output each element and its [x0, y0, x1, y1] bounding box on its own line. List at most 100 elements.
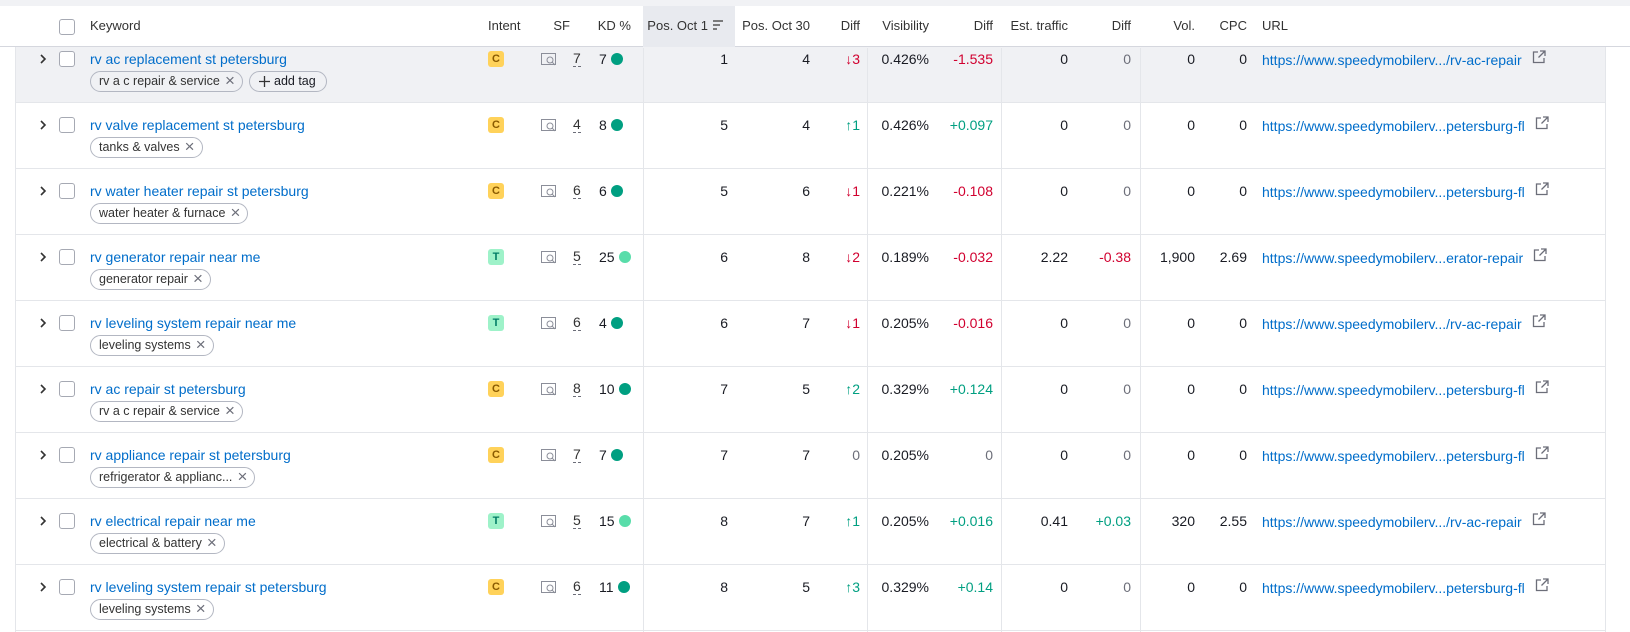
expand-arrow[interactable] — [39, 252, 48, 262]
url-link[interactable]: https://www.speedymobilerv...petersburg-… — [1262, 382, 1525, 398]
position-diff: ↓3 — [845, 51, 860, 67]
volume: 0 — [1187, 315, 1195, 331]
keyword-link[interactable]: rv leveling system repair near me — [90, 315, 297, 331]
tag[interactable]: rv a c repair & service — [90, 401, 243, 422]
tag[interactable]: leveling systems — [90, 599, 214, 620]
row-checkbox[interactable] — [59, 447, 75, 463]
pos-oct1: 6 — [720, 315, 728, 331]
table-header: Keyword Intent SF KD % Pos. Oct 1 Pos. Oct 30… — [0, 0, 1630, 47]
column-header[interactable]: Diff — [1111, 18, 1131, 33]
keyword-link[interactable]: rv ac replacement st petersburg — [90, 51, 287, 67]
tag[interactable]: electrical & battery — [90, 533, 225, 554]
expand-arrow[interactable] — [39, 120, 48, 130]
url-link[interactable]: https://www.speedymobilerv...petersburg-… — [1262, 118, 1525, 134]
row-checkbox[interactable] — [59, 381, 75, 397]
tag[interactable]: leveling systems — [90, 335, 214, 356]
intent-badge: C — [488, 183, 504, 199]
expand-arrow[interactable] — [39, 450, 48, 460]
est-traffic: 0 — [1060, 447, 1068, 463]
url-link[interactable]: https://www.speedymobilerv.../rv-ac-repa… — [1262, 52, 1522, 68]
expand-arrow[interactable] — [39, 54, 48, 64]
intent-badge: C — [488, 51, 504, 67]
table-right-border — [1605, 0, 1606, 632]
pos-oct30: 6 — [802, 183, 810, 199]
select-all-checkbox[interactable] — [59, 19, 75, 35]
column-header[interactable]: Visibility — [882, 18, 929, 33]
url-link[interactable]: https://www.speedymobilerv...petersburg-… — [1262, 580, 1525, 596]
keyword-link[interactable]: rv appliance repair st petersburg — [90, 447, 291, 463]
keyword-link[interactable]: rv leveling system repair st petersburg — [90, 579, 327, 595]
url-link[interactable]: https://www.speedymobilerv.../rv-ac-repa… — [1262, 316, 1522, 332]
column-header[interactable]: CPC — [1219, 18, 1247, 33]
tag[interactable]: tanks & valves — [90, 137, 203, 158]
kd-dot — [611, 119, 623, 131]
serp-feature-count[interactable]: 8 — [573, 380, 581, 397]
row-checkbox[interactable] — [59, 579, 75, 595]
kd-value: 25 — [599, 249, 615, 265]
expand-arrow[interactable] — [39, 318, 48, 328]
row-checkbox[interactable] — [59, 513, 75, 529]
serp-feature-count[interactable]: 5 — [573, 512, 581, 529]
traffic-diff: 0 — [1123, 579, 1131, 595]
serp-feature-count[interactable]: 6 — [573, 182, 581, 199]
row-checkbox[interactable] — [59, 249, 75, 265]
serp-feature-icon — [541, 581, 556, 594]
visibility-diff: +0.097 — [949, 117, 993, 133]
serp-feature-count[interactable]: 4 — [573, 116, 581, 133]
row-checkbox[interactable] — [59, 183, 75, 199]
pos-oct1: 5 — [720, 117, 728, 133]
serp-feature-count[interactable]: 6 — [573, 314, 581, 331]
column-divider — [1001, 48, 1002, 632]
pos-oct1: 1 — [720, 51, 728, 67]
visibility-diff: -1.535 — [953, 51, 993, 67]
serp-feature-count[interactable]: 6 — [573, 578, 581, 595]
column-header[interactable]: Diff — [840, 18, 860, 33]
column-header[interactable]: Vol. — [1173, 18, 1195, 33]
column-header[interactable]: Diff — [973, 18, 993, 33]
keyword-link[interactable]: rv electrical repair near me — [90, 513, 256, 529]
add-tag-button[interactable]: add tag — [249, 71, 327, 92]
url-link[interactable]: https://www.speedymobilerv...petersburg-… — [1262, 184, 1525, 200]
serp-feature-count[interactable]: 7 — [573, 50, 581, 67]
tag[interactable]: water heater & furnace — [90, 203, 249, 224]
expand-arrow[interactable] — [39, 186, 48, 196]
kd-value: 8 — [599, 117, 607, 133]
url-link[interactable]: https://www.speedymobilerv...erator-repa… — [1262, 250, 1524, 266]
cpc: 2.69 — [1219, 249, 1247, 265]
kd-dot — [611, 317, 623, 329]
expand-arrow[interactable] — [39, 582, 48, 592]
serp-feature-count[interactable]: 7 — [573, 446, 581, 463]
column-header[interactable]: Pos. Oct 30 — [742, 18, 810, 33]
intent-badge: C — [488, 381, 504, 397]
column-header[interactable]: SF — [553, 18, 570, 33]
url-link[interactable]: https://www.speedymobilerv...petersburg-… — [1262, 448, 1525, 464]
tag[interactable]: generator repair — [90, 269, 211, 290]
expand-arrow[interactable] — [39, 384, 48, 394]
column-header[interactable]: Pos. Oct 1 — [647, 18, 708, 33]
tag[interactable]: refrigerator & applianc... — [90, 467, 256, 488]
serp-feature-icon — [541, 515, 556, 528]
row-checkbox[interactable] — [59, 315, 75, 331]
serp-feature-count[interactable]: 5 — [573, 248, 581, 265]
visibility: 0.205% — [881, 315, 929, 331]
sorted-column-bg — [643, 6, 735, 47]
column-header[interactable]: Est. traffic — [1010, 18, 1068, 33]
column-header[interactable]: KD % — [597, 18, 631, 33]
row-checkbox[interactable] — [59, 51, 75, 67]
est-traffic: 0 — [1060, 579, 1068, 595]
cpc: 0 — [1239, 315, 1247, 331]
keyword-link[interactable]: rv generator repair near me — [90, 249, 261, 265]
intent-badge: C — [488, 579, 504, 595]
kd-dot — [619, 383, 631, 395]
url-link[interactable]: https://www.speedymobilerv.../rv-ac-repa… — [1262, 514, 1522, 530]
tag[interactable]: rv a c repair & service — [90, 71, 243, 92]
expand-arrow[interactable] — [39, 516, 48, 526]
row-checkbox[interactable] — [59, 117, 75, 133]
keyword-link[interactable]: rv ac repair st petersburg — [90, 381, 246, 397]
keyword-link[interactable]: rv water heater repair st petersburg — [90, 183, 309, 199]
kd-value: 10 — [599, 381, 615, 397]
pos-oct1: 7 — [720, 381, 728, 397]
keyword-link[interactable]: rv valve replacement st petersburg — [90, 117, 305, 133]
traffic-diff: 0 — [1123, 447, 1131, 463]
